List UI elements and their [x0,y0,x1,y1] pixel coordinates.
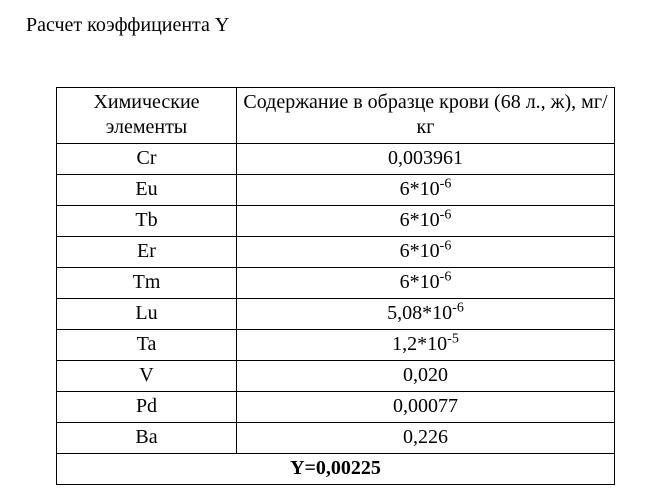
element-cell: Ta [57,330,237,361]
element-cell: Cr [57,144,237,175]
element-cell: V [57,361,237,392]
value-cell: 0,226 [237,423,615,454]
element-cell: Ba [57,423,237,454]
page-title: Расчет коэффициента Y [26,14,638,37]
table-row: Lu5,08*10-6 [57,299,615,330]
element-cell: Tm [57,268,237,299]
element-cell: Er [57,237,237,268]
value-cell: 6*10-6 [237,237,615,268]
value-cell: 0,003961 [237,144,615,175]
table-row: V0,020 [57,361,615,392]
value-cell: 6*10-6 [237,206,615,237]
element-cell: Tb [57,206,237,237]
table-row: Eu6*10-6 [57,175,615,206]
value-cell: 6*10-6 [237,175,615,206]
element-cell: Lu [57,299,237,330]
value-cell: 6*10-6 [237,268,615,299]
table-row: Ta1,2*10-5 [57,330,615,361]
value-cell: 1,2*10-5 [237,330,615,361]
table-row: Cr0,003961 [57,144,615,175]
elements-table: Химические элементы Содержание в образце… [56,87,615,485]
value-cell: 5,08*10-6 [237,299,615,330]
element-cell: Pd [57,392,237,423]
table-row: Tb6*10-6 [57,206,615,237]
value-cell: 0,00077 [237,392,615,423]
page: Расчет коэффициента Y Химические элемент… [0,0,666,499]
table-row: Ba0,226 [57,423,615,454]
table-footer-row: Y=0,00225 [57,454,615,485]
table-row: Er6*10-6 [57,237,615,268]
col-header-element: Химические элементы [57,88,237,144]
table-row: Tm6*10-6 [57,268,615,299]
result-cell: Y=0,00225 [57,454,615,485]
element-cell: Eu [57,175,237,206]
table-header-row: Химические элементы Содержание в образце… [57,88,615,144]
table-row: Pd0,00077 [57,392,615,423]
col-header-content: Содержание в образце крови (68 л., ж), м… [237,88,615,144]
value-cell: 0,020 [237,361,615,392]
